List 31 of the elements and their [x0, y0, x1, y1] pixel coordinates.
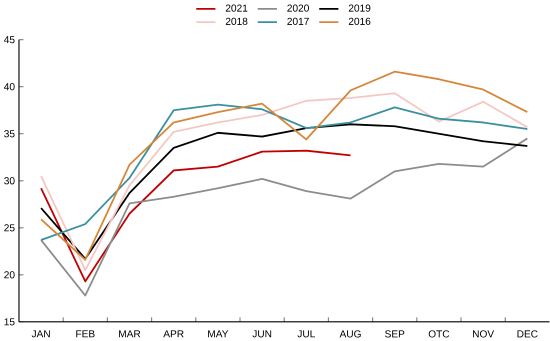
y-tick-label: 45	[4, 36, 15, 44]
x-tick-label: APR	[163, 330, 184, 338]
x-tick-label: SEP	[385, 330, 404, 338]
x-tick-label: FEB	[76, 330, 95, 338]
line-series	[40, 92, 528, 271]
x-tick-label: MAR	[119, 330, 140, 338]
legend-label: 2020	[287, 4, 309, 12]
x-tick-label: DEC	[517, 330, 538, 338]
y-tick-label: 30	[4, 177, 15, 184]
line-series	[40, 150, 352, 282]
x-tick-label: OTC	[428, 330, 450, 338]
x-tick-label: JUN	[252, 330, 272, 338]
y-tick-label: 20	[4, 271, 15, 278]
line-series	[40, 137, 528, 296]
legend-label: 2017	[287, 18, 309, 25]
x-tick-label: AUG	[340, 330, 361, 338]
x-tick-label: JUL	[297, 330, 315, 338]
y-tick-label: 35	[4, 130, 15, 138]
line-series	[40, 70, 528, 261]
x-tick-label: MAY	[208, 330, 228, 338]
legend-label: 2018	[226, 18, 248, 25]
x-tick-label: JAN	[32, 330, 50, 338]
line-series	[40, 123, 528, 260]
legend-label: 2021	[226, 4, 248, 12]
legend-label: 2019	[348, 4, 370, 12]
line-series	[40, 104, 528, 241]
legend-label: 2016	[348, 18, 370, 25]
y-tick-label: 40	[4, 83, 15, 90]
y-tick-label: 15	[4, 318, 15, 326]
x-tick-label: NOV	[473, 330, 494, 338]
y-tick-label: 25	[4, 224, 15, 232]
